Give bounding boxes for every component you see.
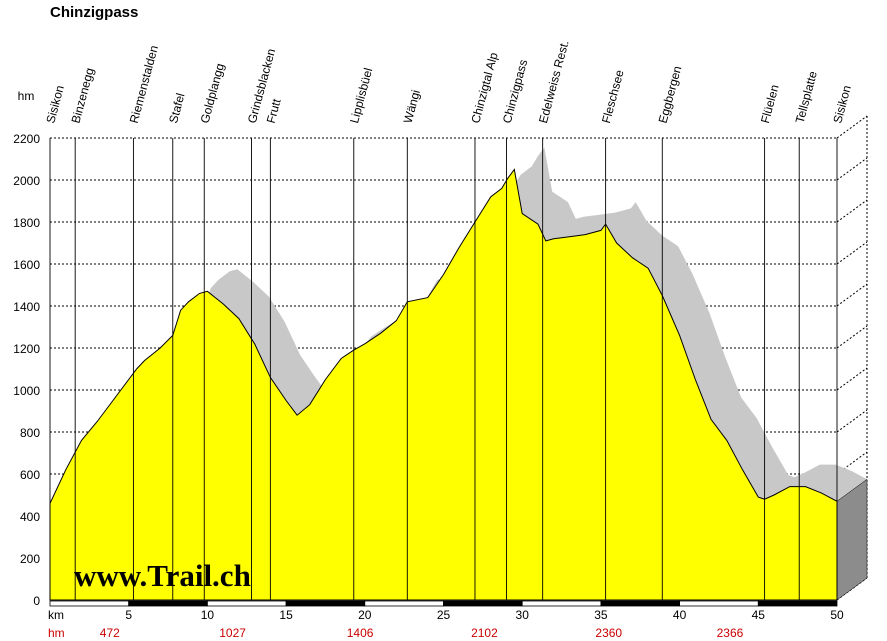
x-axis-segment (285, 600, 366, 607)
y-tick-label: 800 (20, 426, 40, 440)
x-tick-label: 35 (594, 608, 608, 622)
gridline-depth (836, 325, 868, 349)
x-tick-label: 40 (673, 608, 687, 622)
ascent-value: 2366 (717, 626, 744, 640)
ascent-value: 2360 (595, 626, 622, 640)
x-axis-segment (128, 600, 208, 607)
waypoint-label: Eggbergen (656, 64, 685, 124)
y-tick-label: 1000 (13, 384, 40, 398)
waypoint-label: Riemenstalden (127, 44, 161, 125)
ascent-value: 1406 (347, 626, 374, 640)
waypoint-label: Flüelen (758, 83, 782, 125)
y-tick-label: 2000 (13, 174, 40, 188)
waypoint-label: Binzenegg (69, 66, 97, 124)
waypoint-label: Sisikon (830, 84, 854, 125)
x-tick-label: 45 (752, 608, 766, 622)
x-axis-segment (679, 600, 759, 607)
y-tick-label: 1200 (13, 342, 40, 356)
x-tick-label: 20 (358, 608, 372, 622)
chart-title: Chinzigpass (50, 4, 139, 21)
x-axis-segment (49, 600, 130, 607)
waypoint-label: Chinzigpass (500, 58, 530, 125)
x-axis-segment (600, 600, 681, 607)
gridline-depth (836, 283, 868, 307)
x-axis-segment (206, 600, 287, 607)
waypoint-label: Chinzigtal Alp (468, 51, 500, 125)
x-axis-segment (443, 600, 523, 607)
y-tick-label: 400 (20, 510, 40, 524)
waypoint-label: Wängi (401, 88, 423, 124)
waypoint-label: Lipplisbüel (347, 66, 375, 124)
y-tick-label: 2200 (13, 132, 40, 146)
profile-area (49, 168, 838, 601)
x-tick-label: 50 (830, 608, 844, 622)
y-tick-label: 1800 (13, 216, 40, 230)
x-axis-label: km (48, 608, 64, 622)
ascent-value: 472 (100, 626, 120, 640)
x-tick-label: 15 (279, 608, 293, 622)
watermark-text: www.Trail.ch (74, 558, 251, 593)
waypoint-label: Stafel (166, 92, 187, 125)
ascent-row-label: hm (48, 626, 65, 640)
y-tick-label: 0 (33, 594, 40, 608)
x-tick-label: 10 (201, 608, 215, 622)
waypoint-label: Tellsplatte (793, 69, 820, 124)
gridline-depth (836, 199, 868, 223)
waypoint-label: Frutt (264, 97, 284, 125)
x-axis-segment (521, 600, 602, 607)
x-tick-label: 5 (125, 608, 132, 622)
waypoint-label: Fleschsee (599, 68, 627, 125)
waypoint-label: Sisikon (43, 84, 67, 125)
x-axis-segment (364, 600, 444, 607)
y-tick-label: 1400 (13, 300, 40, 314)
ascent-value: 2102 (471, 626, 498, 640)
x-axis-segment (757, 600, 838, 607)
waypoint-label: Goldplangg (198, 62, 227, 125)
y-tick-label: 600 (20, 468, 40, 482)
gridline-depth (836, 367, 868, 391)
y-tick-label: 1600 (13, 258, 40, 272)
gridline-depth (836, 157, 868, 181)
x-tick-label: 30 (516, 608, 530, 622)
y-axis-label: hm (18, 89, 35, 103)
x-tick-label: 25 (437, 608, 451, 622)
y-tick-label: 200 (20, 552, 40, 566)
ascent-value: 1027 (219, 626, 246, 640)
waypoint-label: Edelweiss Rest. (536, 39, 572, 125)
gridline-depth (836, 409, 868, 433)
gridline-depth (836, 241, 868, 265)
